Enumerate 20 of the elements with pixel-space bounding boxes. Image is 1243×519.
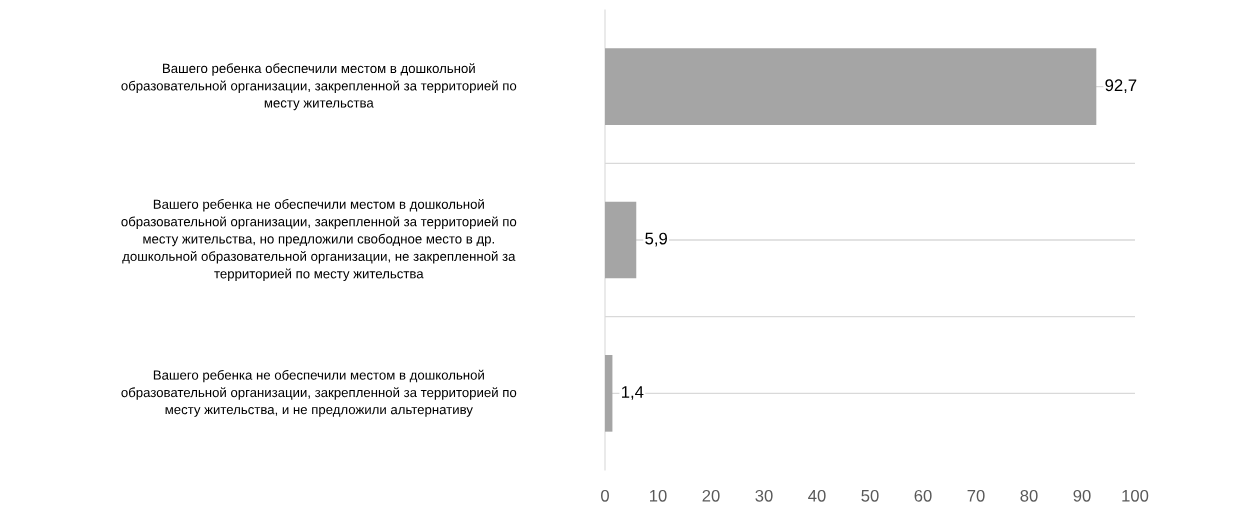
data-label: 1,4: [622, 386, 644, 400]
y-tick-label: Вашего ребенка обеспечили местом в дошкольной образовательной организации, закрепленной за территорией по месту жительства: [121, 63, 517, 111]
x-tick-label: 90: [1073, 489, 1091, 502]
data-label: 5,9: [645, 232, 667, 247]
x-tick-label: 40: [808, 489, 826, 502]
bar: [605, 355, 613, 432]
x-tick-label: 0: [601, 489, 609, 502]
x-tick-label: 60: [914, 489, 932, 502]
x-tick-label: 30: [755, 489, 773, 502]
y-tick-label: Вашего ребенка не обеспечили местом в дошкольной образовательной организации, закрепленной за территорией по месту жительства, и не предложили альтернативу: [121, 369, 517, 417]
y-tick-label: Вашего ребенка не обеспечили местом в дошкольной образовательной организации, закрепленной за территорией по месту жительства, но предложили свободное место в др. дошкольной образовательной организации, не закрепленной за территорией по месту жительства: [121, 198, 517, 282]
x-tick-label: 20: [702, 489, 720, 502]
bar: [605, 48, 1097, 125]
data-label: 92,7: [1105, 79, 1137, 94]
x-tick-label: 50: [861, 489, 879, 502]
x-tick-label: 80: [1020, 489, 1038, 502]
bar: [605, 201, 637, 279]
x-tick-label: 70: [967, 489, 985, 502]
x-tick-label: 10: [650, 489, 667, 502]
x-tick-label: 100: [1122, 489, 1149, 502]
